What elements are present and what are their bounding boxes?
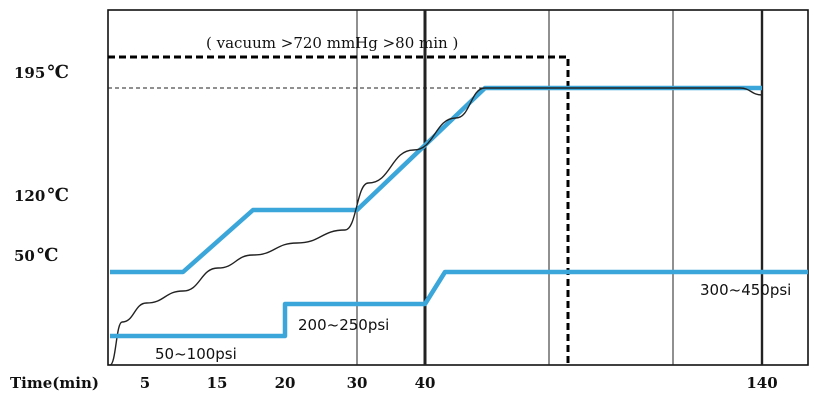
- y-tick-label-50: 50 ℃: [14, 245, 58, 266]
- plot-frame: [107, 9, 809, 366]
- pressure-label-1: 200~250psi: [298, 316, 389, 334]
- vacuum-annotation: ( vacuum >720 mmHg >80 min ): [206, 34, 458, 52]
- x-axis-title: Time(min): [10, 374, 99, 392]
- plot-border: [107, 9, 809, 366]
- temperature-measured-line: [109, 87, 763, 366]
- gridlines: [108, 10, 764, 365]
- series-layer: 50~100psi 200~250psi 300~450psi: [109, 85, 808, 366]
- x-tick-label-5: 5: [140, 374, 150, 392]
- y-tick-label-120: 120 ℃: [14, 185, 69, 206]
- y-tick-label-195: 195 ℃: [14, 62, 69, 83]
- x-tick-label-15: 15: [207, 374, 228, 392]
- pressure-label-0: 50~100psi: [155, 345, 237, 363]
- temperature-setpoint-line: [110, 85, 762, 275]
- x-tick-label-20: 20: [275, 374, 296, 392]
- pressure-label-2: 300~450psi: [700, 281, 791, 299]
- x-axis-labels: Time(min) 5 15 20 30 40 140: [10, 374, 778, 392]
- pressure-line: [110, 269, 808, 339]
- vacuum-box-outline: [108, 55, 570, 365]
- x-tick-label-30: 30: [347, 374, 368, 392]
- annotations: ( vacuum >720 mmHg >80 min ): [206, 34, 458, 52]
- y-axis-labels: 195 ℃ 120 ℃ 50 ℃: [14, 62, 69, 266]
- vacuum-dashed-box: [108, 55, 570, 365]
- x-tick-label-40: 40: [415, 374, 436, 392]
- x-tick-label-140: 140: [746, 374, 777, 392]
